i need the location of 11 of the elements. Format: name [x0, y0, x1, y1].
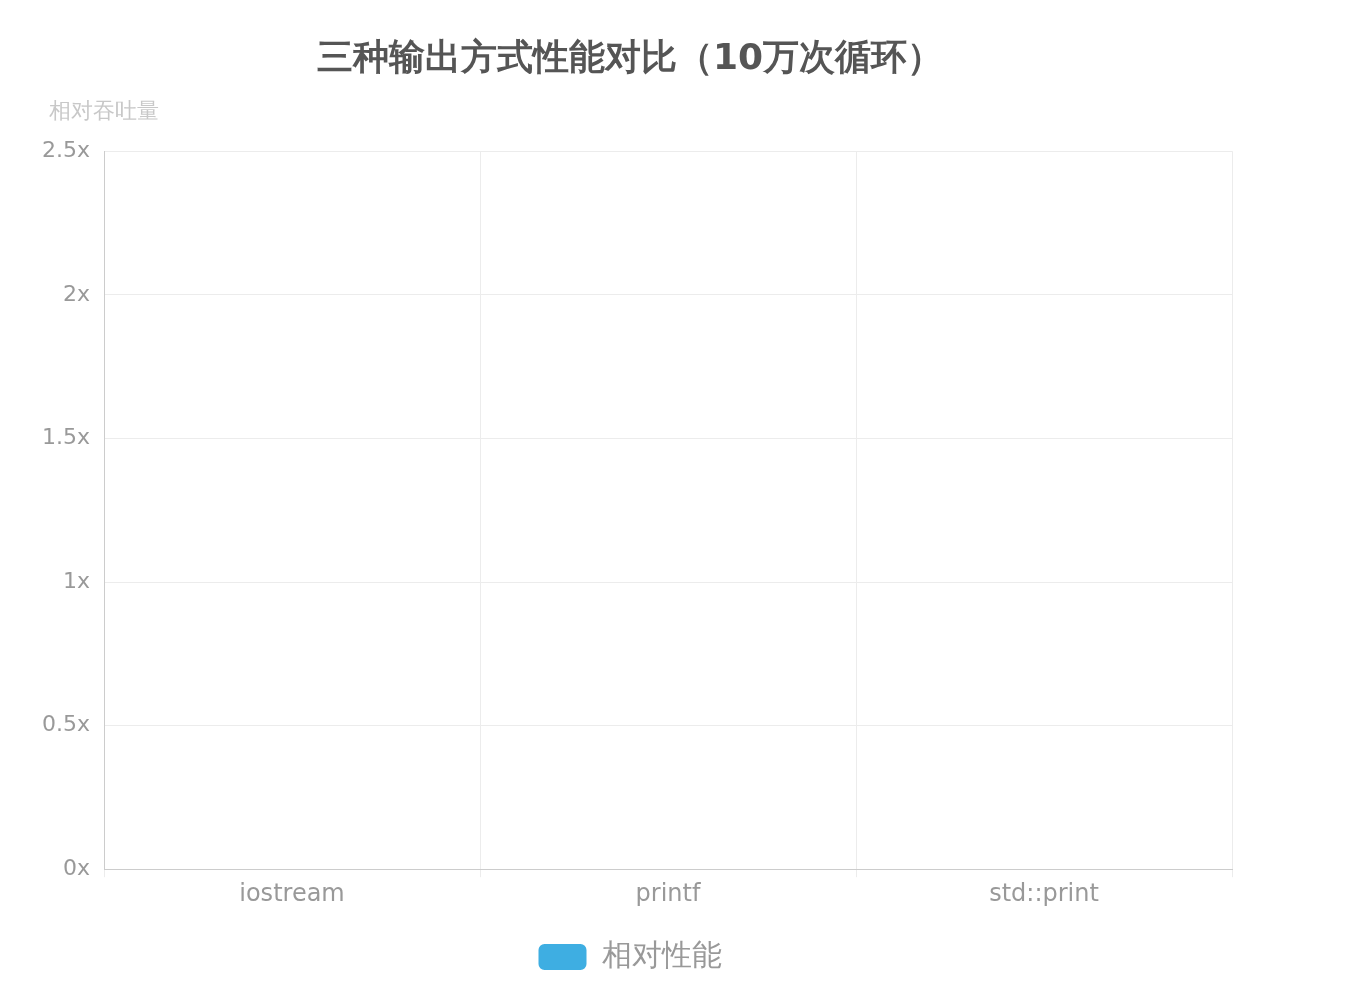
x-tick-label: printf — [635, 878, 701, 907]
x-tick-label: std::print — [989, 878, 1099, 907]
legend-label: 相对性能 — [601, 936, 722, 972]
chart-title: 三种输出方式性能对比（10万次循环） — [316, 35, 944, 77]
y-tick-label: 0.5x — [41, 711, 91, 737]
y-tick-label: 2x — [62, 280, 91, 306]
y-tick-label: 1.5x — [41, 424, 91, 450]
y-tick-label: 0x — [62, 854, 91, 880]
y-tick-label: 1x — [62, 567, 91, 593]
y-tick-label: 2.5x — [41, 136, 91, 162]
x-tick-label: iostream — [239, 878, 345, 907]
